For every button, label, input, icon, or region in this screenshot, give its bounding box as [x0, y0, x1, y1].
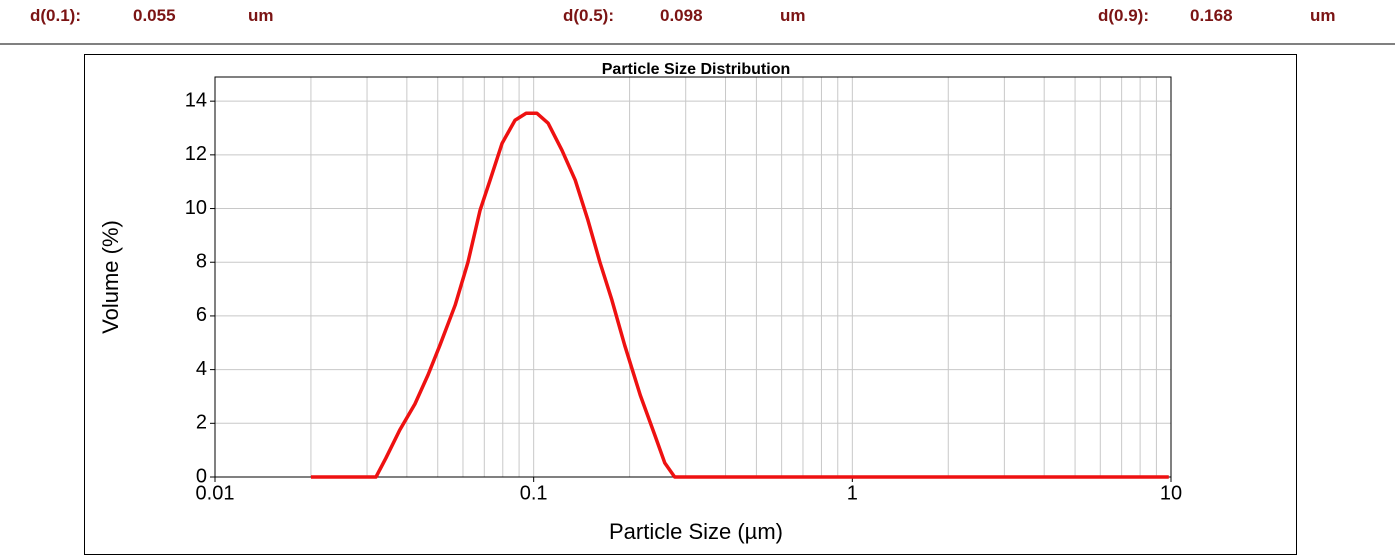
d50-unit: um	[780, 6, 806, 25]
y-tick-label: 8	[196, 251, 207, 273]
x-tick-label: 10	[1160, 482, 1182, 504]
chart-title: Particle Size Distribution	[602, 61, 790, 78]
d10-value: 0.055	[133, 6, 176, 25]
y-tick-label: 14	[185, 89, 207, 111]
x-tick-label: 1	[847, 482, 858, 504]
d90-value: 0.168	[1190, 6, 1233, 25]
d90-unit: um	[1310, 6, 1336, 25]
y-tick-label: 4	[196, 358, 207, 380]
y-tick-label: 10	[185, 197, 207, 219]
x-tick-label: 0.01	[196, 482, 235, 504]
chart-frame	[84, 54, 1297, 555]
y-tick-label: 0	[196, 465, 207, 487]
d90-label: d(0.9):	[1098, 6, 1149, 25]
d50-label: d(0.5):	[563, 6, 614, 25]
y-axis-label: Volume (%)	[98, 220, 123, 334]
d10-unit: um	[248, 6, 274, 25]
d50-value: 0.098	[660, 6, 703, 25]
y-tick-label: 2	[196, 412, 207, 434]
d10-label: d(0.1):	[30, 6, 81, 25]
y-tick-label: 6	[196, 304, 207, 326]
x-tick-label: 0.1	[520, 482, 548, 504]
x-axis-label: Particle Size (µm)	[609, 519, 783, 544]
plot-frame	[214, 76, 1172, 478]
y-tick-label: 12	[185, 143, 207, 165]
data-line	[310, 111, 1169, 479]
